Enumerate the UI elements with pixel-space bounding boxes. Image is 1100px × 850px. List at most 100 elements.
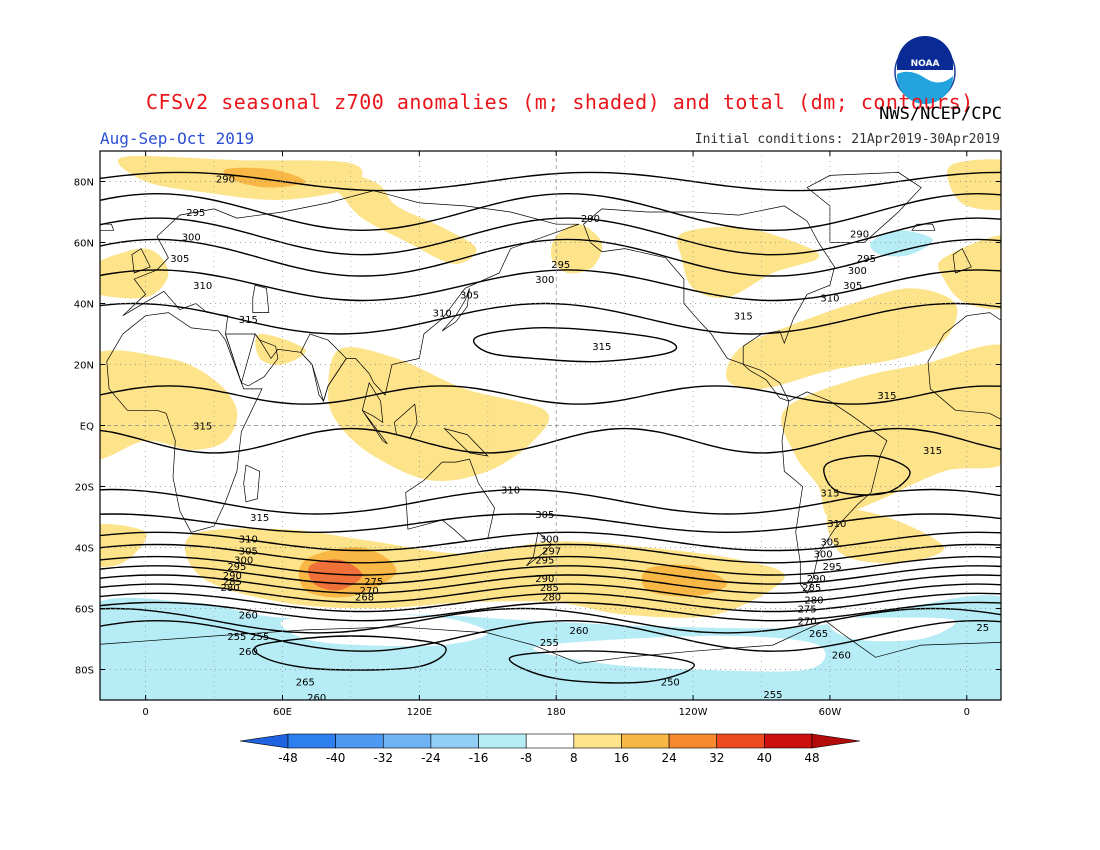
contour-label: 305 xyxy=(843,281,862,292)
contour-290-nh xyxy=(100,171,1001,192)
contour-label: 295 xyxy=(551,260,570,271)
contour-label: 280 xyxy=(804,595,823,606)
colorbar-swatch xyxy=(573,733,622,749)
colorbar-label: 24 xyxy=(661,751,676,765)
contour-label: 275 xyxy=(798,605,817,616)
initial-conditions-label: Initial conditions: 21Apr2019-30Apr2019 xyxy=(694,132,1000,147)
noaa-logo-text: NOAA xyxy=(911,59,940,69)
contour-label: 300 xyxy=(182,232,201,243)
colorbar-swatch xyxy=(764,733,813,749)
landmass-greenland xyxy=(806,172,922,243)
landmass-uk-alt xyxy=(952,248,972,274)
colorbar-max-arrow xyxy=(811,733,861,749)
contour-label: 310 xyxy=(433,309,452,320)
colorbar-swatch xyxy=(716,733,765,749)
contour-label: 295 xyxy=(227,562,246,573)
colorbar-label: -24 xyxy=(421,751,441,765)
noaa-logo: NOAA xyxy=(894,36,956,104)
contour-310-nh xyxy=(100,269,1001,302)
contour-label: 310 xyxy=(193,281,212,292)
lon-label: 60W xyxy=(819,707,842,718)
contour-label: 265 xyxy=(809,629,828,640)
contour-315-tropics xyxy=(100,385,1001,405)
contour-label: 305 xyxy=(820,537,839,548)
contour-label: 315 xyxy=(734,312,753,323)
lon-label: 60E xyxy=(273,707,292,718)
gridlines xyxy=(100,151,1001,700)
contour-label: 315 xyxy=(250,513,269,524)
anomaly-pos-indian-ocean xyxy=(328,347,550,482)
colorbar-label: 40 xyxy=(757,751,772,765)
landmass-new-zealand xyxy=(526,531,553,567)
axes: 80N 60N 40N 20N EQ 20S 40S 60S 80S 0 60E 120E 180 120… xyxy=(74,151,1001,718)
colorbar-label: 48 xyxy=(804,751,819,765)
landmass-madagascar xyxy=(243,464,261,503)
anomaly-pos-greenland xyxy=(947,159,1001,211)
lon-label: 120W xyxy=(679,707,708,718)
contour-label: 285 xyxy=(802,583,821,594)
landmass-iceland xyxy=(100,223,115,231)
colorbar-label: 8 xyxy=(570,751,578,765)
figure-title: CFSv2 seasonal z700 anomalies (m; shaded… xyxy=(146,90,974,114)
landmass-borneo xyxy=(393,403,418,439)
lon-label: 0 xyxy=(142,707,148,718)
lat-label: 60S xyxy=(75,605,94,616)
anomaly-pos-europe xyxy=(937,235,1001,310)
anomaly-pos-n-atlantic xyxy=(726,288,958,390)
lon-label: 120E xyxy=(407,707,432,718)
colorbar-swatch xyxy=(382,733,432,749)
anomaly-neg-ne-atlantic xyxy=(870,230,933,257)
landmass-iceland-alt xyxy=(911,223,936,231)
anomaly-pos-se-pacific xyxy=(826,508,945,564)
lat-label: 20S xyxy=(75,483,94,494)
contour-label: 268 xyxy=(355,592,374,603)
contour-300-nh xyxy=(100,217,1001,256)
landmass-uk xyxy=(131,248,151,274)
contour-label: 295 xyxy=(823,562,842,573)
anomaly-pos-w-europe xyxy=(100,248,169,299)
colorbar-label: 16 xyxy=(614,751,629,765)
contour-label: 305 xyxy=(239,547,258,558)
contour-label: 315 xyxy=(923,446,942,457)
contour-label: 305 xyxy=(170,254,189,265)
colorbar-label: -8 xyxy=(520,751,532,765)
contour-label: 290 xyxy=(216,174,235,185)
contour-label: 285 xyxy=(223,577,242,588)
contour-300-sh xyxy=(100,531,1001,552)
contour-label: 260 xyxy=(832,650,851,661)
contour-label: 25 xyxy=(976,623,989,634)
contour-label: 260 xyxy=(239,611,258,622)
landmass-africa-alt xyxy=(927,312,1001,420)
contour-295-nh xyxy=(100,192,1001,232)
contour-label: 315 xyxy=(820,489,839,500)
contour-label: 260 xyxy=(239,647,258,658)
landmass-south-america xyxy=(781,391,888,594)
contour-315-sa-closed xyxy=(823,454,911,496)
contour-label: 255 xyxy=(540,638,559,649)
colorbar-label: -48 xyxy=(278,751,298,765)
contour-275-sh xyxy=(100,583,1001,604)
anomaly-pos-n-africa xyxy=(100,350,238,460)
colorbar-swatch xyxy=(525,733,575,749)
lat-label: 80N xyxy=(74,178,94,189)
contour-label: 305 xyxy=(460,290,479,301)
contour-label: 300 xyxy=(234,556,253,567)
anomaly-neutral-1 xyxy=(280,614,488,647)
contour-280-sh xyxy=(100,574,1001,595)
contour-310-sh xyxy=(100,488,1001,515)
landmass-caspian xyxy=(252,284,270,313)
anomaly-neutral-3 xyxy=(827,617,956,642)
contour-label: 260 xyxy=(569,626,588,637)
colorbar-min-arrow xyxy=(239,733,289,749)
contour-label: 290 xyxy=(223,571,242,582)
lat-label: 80S xyxy=(75,666,94,677)
landmass-arabia xyxy=(225,333,279,387)
contour-label: 300 xyxy=(535,275,554,286)
landmass-se-asia xyxy=(361,381,384,424)
noaa-logo-top xyxy=(897,36,953,70)
lon-label: 0 xyxy=(964,707,970,718)
contour-label: 255 xyxy=(227,632,246,643)
anomaly-neutral-2 xyxy=(533,635,826,672)
contour-label: 297 xyxy=(542,547,561,558)
height-contours xyxy=(100,171,1001,684)
